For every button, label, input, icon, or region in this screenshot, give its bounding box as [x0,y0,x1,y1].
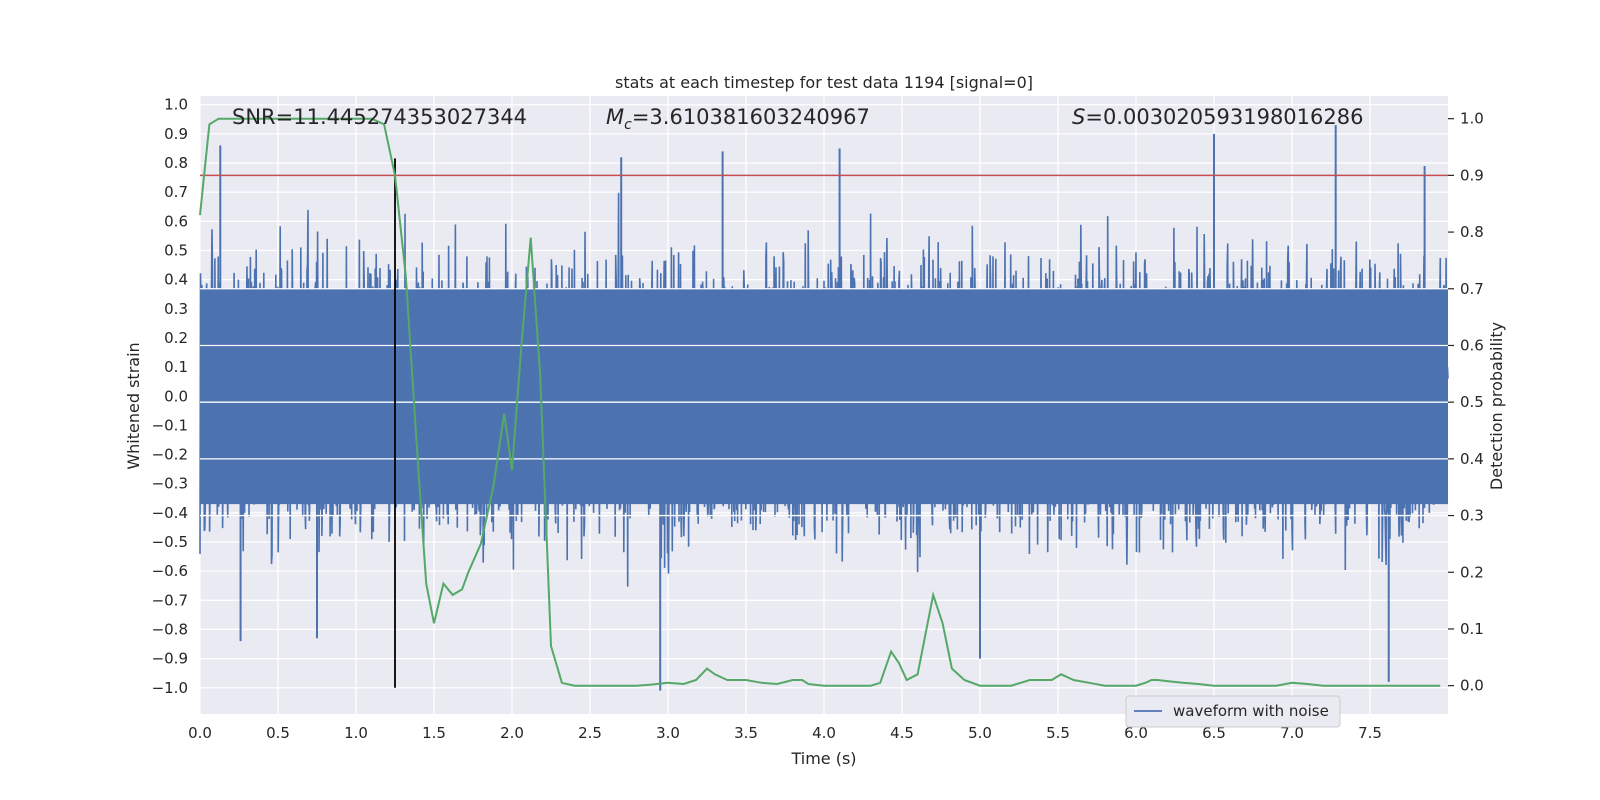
y-left-tick-label-9: 0.1 [164,358,188,376]
x-tick-label-9: 4.5 [890,724,914,742]
y-right-tick-label-4: 0.6 [1460,336,1484,354]
y-left-tick-label-4: 0.6 [164,212,188,230]
y-right-tick-label-2: 0.8 [1460,223,1484,241]
y-left-tick-label-7: 0.3 [164,300,188,318]
x-tick-label-14: 7.0 [1280,724,1304,742]
x-tick-label-1: 0.5 [266,724,290,742]
y-right-tick-label-7: 0.3 [1460,507,1484,525]
y-left-tick-label-14: −0.4 [152,504,188,522]
y-left-tick-label-19: −0.9 [152,650,188,668]
chirp-mass-value: =3.610381603240967 [632,105,870,129]
x-tick-label-0: 0.0 [188,724,212,742]
y-axis-left: 1.0 0.9 0.8 0.7 0.6 0.5 0.4 0.3 0.2 0.1 0.0 −0.1 −0.… [152,96,188,697]
legend-box [1125,695,1341,728]
chart-title: stats at each timestep for test data 119… [615,73,1033,92]
legend-waveform-label: waveform with noise [1173,702,1329,720]
y-right-tick-label-0: 1.0 [1460,110,1484,128]
y-left-tick-label-15: −0.5 [152,533,188,551]
chirp-mass-subscript: c [624,117,632,133]
waveform-core-band [200,288,1448,505]
y-left-tick-label-18: −0.8 [152,620,188,638]
y-left-tick-label-5: 0.5 [164,242,188,260]
x-tick-label-6: 3.0 [656,724,680,742]
y-left-tick-label-3: 0.7 [164,183,188,201]
x-tick-label-7: 3.5 [734,724,758,742]
y-left-tick-label-20: −1.0 [152,679,188,697]
y-left-tick-label-1: 0.9 [164,125,188,143]
snr-annotation: SNR=11.445274353027344 [232,105,527,129]
x-tick-label-15: 7.5 [1358,724,1382,742]
y-right-tick-label-1: 0.9 [1460,166,1484,184]
legend: waveform with noise [1125,695,1341,728]
y-axis-left-label: Whitened strain [124,342,143,469]
x-tick-label-5: 2.5 [578,724,602,742]
x-tick-label-4: 2.0 [500,724,524,742]
x-tick-label-10: 5.0 [968,724,992,742]
detection-probability-series [199,117,1441,687]
x-tick-label-11: 5.5 [1046,724,1070,742]
chirp-mass-annotation: Mc=3.610381603240967 [606,105,870,133]
y-left-tick-label-2: 0.8 [164,154,188,172]
x-tick-label-13: 6.5 [1202,724,1226,742]
y-right-tick-label-3: 0.7 [1460,280,1484,298]
x-tick-label-3: 1.5 [422,724,446,742]
y-right-tick-label-10: 0.0 [1460,677,1484,695]
y-left-tick-label-16: −0.6 [152,562,188,580]
y-axis-right-label: Detection probability [1487,322,1506,490]
x-tick-label-12: 6.0 [1124,724,1148,742]
x-axis-label: Time (s) [790,749,856,768]
s-symbol: S [1072,105,1085,129]
probability-line-0 [199,117,1441,687]
y-right-tick-label-8: 0.2 [1460,563,1484,581]
y-left-tick-label-11: −0.1 [152,416,188,434]
x-axis: 0.0 0.5 1.0 1.5 2.0 2.5 3.0 3.5 4.0 4.5 5.0 5.5 6.0 6… [188,724,1382,742]
y-right-tick-label-6: 0.4 [1460,450,1484,468]
y-axis-right: 1.0 0.9 0.8 0.7 0.6 0.5 0.4 0.3 0.2 0.1 0.0 [1448,110,1484,695]
y-left-tick-label-12: −0.2 [152,446,188,464]
y-right-tick-label-5: 0.5 [1460,393,1484,411]
s-annotation: S=0.003020593198016286 [1072,105,1363,129]
x-tick-label-2: 1.0 [344,724,368,742]
y-left-tick-label-17: −0.7 [152,591,188,609]
y-left-tick-label-6: 0.4 [164,271,188,289]
x-tick-label-8: 4.0 [812,724,836,742]
y-left-tick-label-8: 0.2 [164,329,188,347]
y-left-tick-label-0: 1.0 [164,96,188,114]
y-left-tick-label-13: −0.3 [152,475,188,493]
chirp-mass-symbol: M [606,105,624,129]
y-right-tick-label-9: 0.1 [1460,620,1484,638]
s-value: =0.003020593198016286 [1085,105,1363,129]
y-left-tick-label-10: 0.0 [164,387,188,405]
